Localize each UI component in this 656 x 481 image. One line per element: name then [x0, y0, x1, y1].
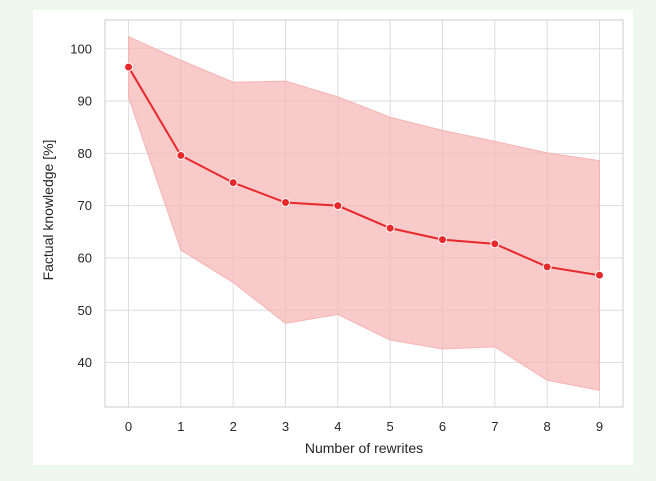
x-axis-title: Number of rewrites	[305, 440, 423, 456]
data-point	[281, 198, 291, 208]
series-line	[127, 66, 600, 277]
y-tick-label: 50	[78, 303, 92, 318]
x-tick-label: 3	[282, 419, 289, 434]
y-tick-label: 40	[78, 355, 92, 370]
data-point	[176, 150, 186, 160]
y-tick-label: 100	[70, 41, 92, 56]
data-point	[385, 223, 395, 233]
x-tick-label: 6	[439, 419, 446, 434]
x-tick-label: 0	[125, 419, 132, 434]
confidence-band-layer	[128, 35, 600, 391]
x-tick-label: 5	[387, 419, 394, 434]
y-tick-label: 60	[78, 250, 92, 265]
plot-frame	[104, 19, 624, 408]
series-line-layer	[127, 66, 600, 277]
x-tick-label: 7	[491, 419, 498, 434]
y-tick-label: 80	[78, 146, 92, 161]
data-point	[333, 201, 343, 211]
y-tick-labels: 40 50 60 70 80 90 100	[70, 41, 92, 370]
data-point	[228, 178, 238, 188]
data-point	[542, 262, 552, 272]
chart-figure: 0 1 2 3 4 5 6 7 8 9 40 50 60 70 80 90 100 Number of rew…	[33, 10, 633, 465]
y-axis-title: Factual knowledge [%]	[40, 140, 56, 281]
x-tick-label: 1	[177, 419, 184, 434]
y-tick-label: 70	[78, 198, 92, 213]
data-point	[437, 235, 447, 245]
confidence-band	[128, 35, 600, 391]
x-tick-label: 9	[596, 419, 603, 434]
x-tick-label: 8	[544, 419, 551, 434]
data-points-layer	[124, 62, 604, 280]
data-point	[490, 239, 500, 249]
x-tick-labels: 0 1 2 3 4 5 6 7 8 9	[125, 419, 603, 434]
y-tick-label: 90	[78, 94, 92, 109]
data-point	[124, 62, 134, 72]
line-chart: 0 1 2 3 4 5 6 7 8 9 40 50 60 70 80 90 100 Number of rew…	[40, 19, 624, 456]
x-tick-label: 2	[230, 419, 237, 434]
data-point	[594, 270, 604, 280]
x-tick-label: 4	[334, 419, 341, 434]
